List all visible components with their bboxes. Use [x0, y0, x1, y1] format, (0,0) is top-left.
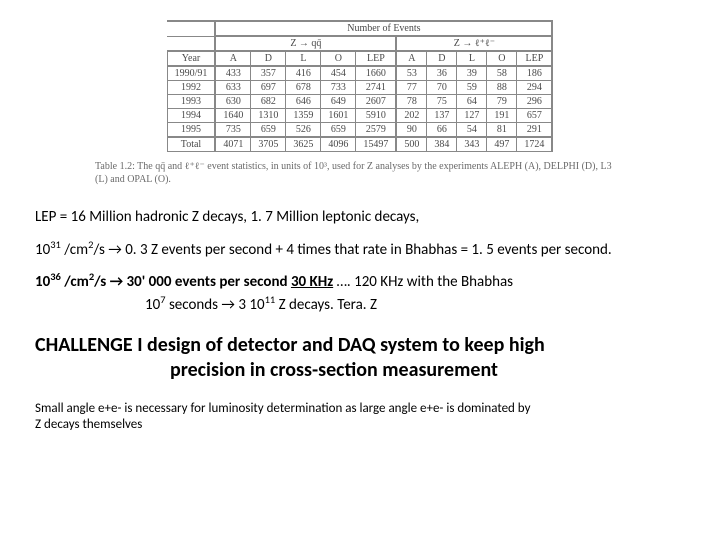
data-cell: 2607: [356, 95, 397, 109]
event-table: Number of Events Z → qq̄ Z → ℓ⁺ℓ⁻ Year A…: [167, 20, 554, 152]
total-cell: 15497: [356, 137, 397, 152]
col-l1: L: [286, 51, 321, 66]
col-a2: A: [396, 51, 427, 66]
data-cell: 526: [286, 123, 321, 138]
data-cell: 39: [457, 66, 487, 81]
data-cell: 1660: [356, 66, 397, 81]
data-cell: 649: [321, 95, 356, 109]
col-a1: A: [215, 51, 251, 66]
data-cell: 88: [487, 81, 517, 95]
small-angle-note: Small angle e+e- is necessary for lumino…: [35, 401, 685, 432]
data-cell: 5910: [356, 109, 397, 123]
challenge-heading: CHALLENGE I design of detector and DAQ s…: [35, 333, 685, 383]
data-cell: 646: [286, 95, 321, 109]
year-cell: 1990/91: [167, 66, 215, 81]
luminosity-line-2: 1036 /cm2/s → 30' 000 events per second …: [35, 270, 685, 315]
total-cell: 1724: [517, 137, 553, 152]
total-cell: 384: [427, 137, 457, 152]
data-cell: 1310: [251, 109, 286, 123]
data-cell: 202: [396, 109, 427, 123]
data-cell: 70: [427, 81, 457, 95]
total-cell: 497: [487, 137, 517, 152]
total-cell: 4096: [321, 137, 356, 152]
total-cell: 343: [457, 137, 487, 152]
data-cell: 659: [251, 123, 286, 138]
data-cell: 75: [427, 95, 457, 109]
data-cell: 296: [517, 95, 553, 109]
year-cell: 1994: [167, 109, 215, 123]
data-cell: 2741: [356, 81, 397, 95]
event-table-container: Number of Events Z → qq̄ Z → ℓ⁺ℓ⁻ Year A…: [35, 20, 685, 152]
data-cell: 186: [517, 66, 553, 81]
data-cell: 357: [251, 66, 286, 81]
data-cell: 735: [215, 123, 251, 138]
data-cell: 79: [487, 95, 517, 109]
table-caption: Table 1.2: The qq̄ and ℓ⁺ℓ⁻ event statis…: [95, 160, 625, 186]
data-cell: 291: [517, 123, 553, 138]
table-header-top: Number of Events: [215, 21, 552, 36]
col-d2: D: [427, 51, 457, 66]
data-cell: 90: [396, 123, 427, 138]
data-cell: 137: [427, 109, 457, 123]
data-cell: 66: [427, 123, 457, 138]
data-cell: 58: [487, 66, 517, 81]
data-cell: 1601: [321, 109, 356, 123]
data-cell: 36: [427, 66, 457, 81]
data-cell: 659: [321, 123, 356, 138]
year-cell: 1992: [167, 81, 215, 95]
col-d1: D: [251, 51, 286, 66]
data-cell: 1640: [215, 109, 251, 123]
data-cell: 433: [215, 66, 251, 81]
data-cell: 2579: [356, 123, 397, 138]
data-cell: 294: [517, 81, 553, 95]
col-year: Year: [167, 51, 215, 66]
data-cell: 678: [286, 81, 321, 95]
col-o1: O: [321, 51, 356, 66]
luminosity-line-1: 1031 /cm2/s → 0. 3 Z events per second +…: [35, 238, 685, 261]
col-lep1: LEP: [356, 51, 397, 66]
data-cell: 81: [487, 123, 517, 138]
data-cell: 697: [251, 81, 286, 95]
total-cell: 3705: [251, 137, 286, 152]
data-cell: 682: [251, 95, 286, 109]
data-cell: 733: [321, 81, 356, 95]
data-cell: 630: [215, 95, 251, 109]
table-group-leptons: Z → ℓ⁺ℓ⁻: [396, 36, 552, 51]
col-l2: L: [457, 51, 487, 66]
total-cell: 500: [396, 137, 427, 152]
data-cell: 657: [517, 109, 553, 123]
col-o2: O: [487, 51, 517, 66]
data-cell: 77: [396, 81, 427, 95]
year-cell: 1995: [167, 123, 215, 138]
data-cell: 127: [457, 109, 487, 123]
data-cell: 78: [396, 95, 427, 109]
data-cell: 191: [487, 109, 517, 123]
data-cell: 633: [215, 81, 251, 95]
data-cell: 64: [457, 95, 487, 109]
data-cell: 54: [457, 123, 487, 138]
data-cell: 454: [321, 66, 356, 81]
col-lep2: LEP: [517, 51, 553, 66]
total-cell: 4071: [215, 137, 251, 152]
total-cell: 3625: [286, 137, 321, 152]
data-cell: 416: [286, 66, 321, 81]
row-total-label: Total: [167, 137, 215, 152]
data-cell: 1359: [286, 109, 321, 123]
lep-summary-line: LEP = 16 Million hadronic Z decays, 1. 7…: [35, 208, 685, 228]
data-cell: 53: [396, 66, 427, 81]
table-group-hadrons: Z → qq̄: [215, 36, 396, 51]
data-cell: 59: [457, 81, 487, 95]
year-cell: 1993: [167, 95, 215, 109]
